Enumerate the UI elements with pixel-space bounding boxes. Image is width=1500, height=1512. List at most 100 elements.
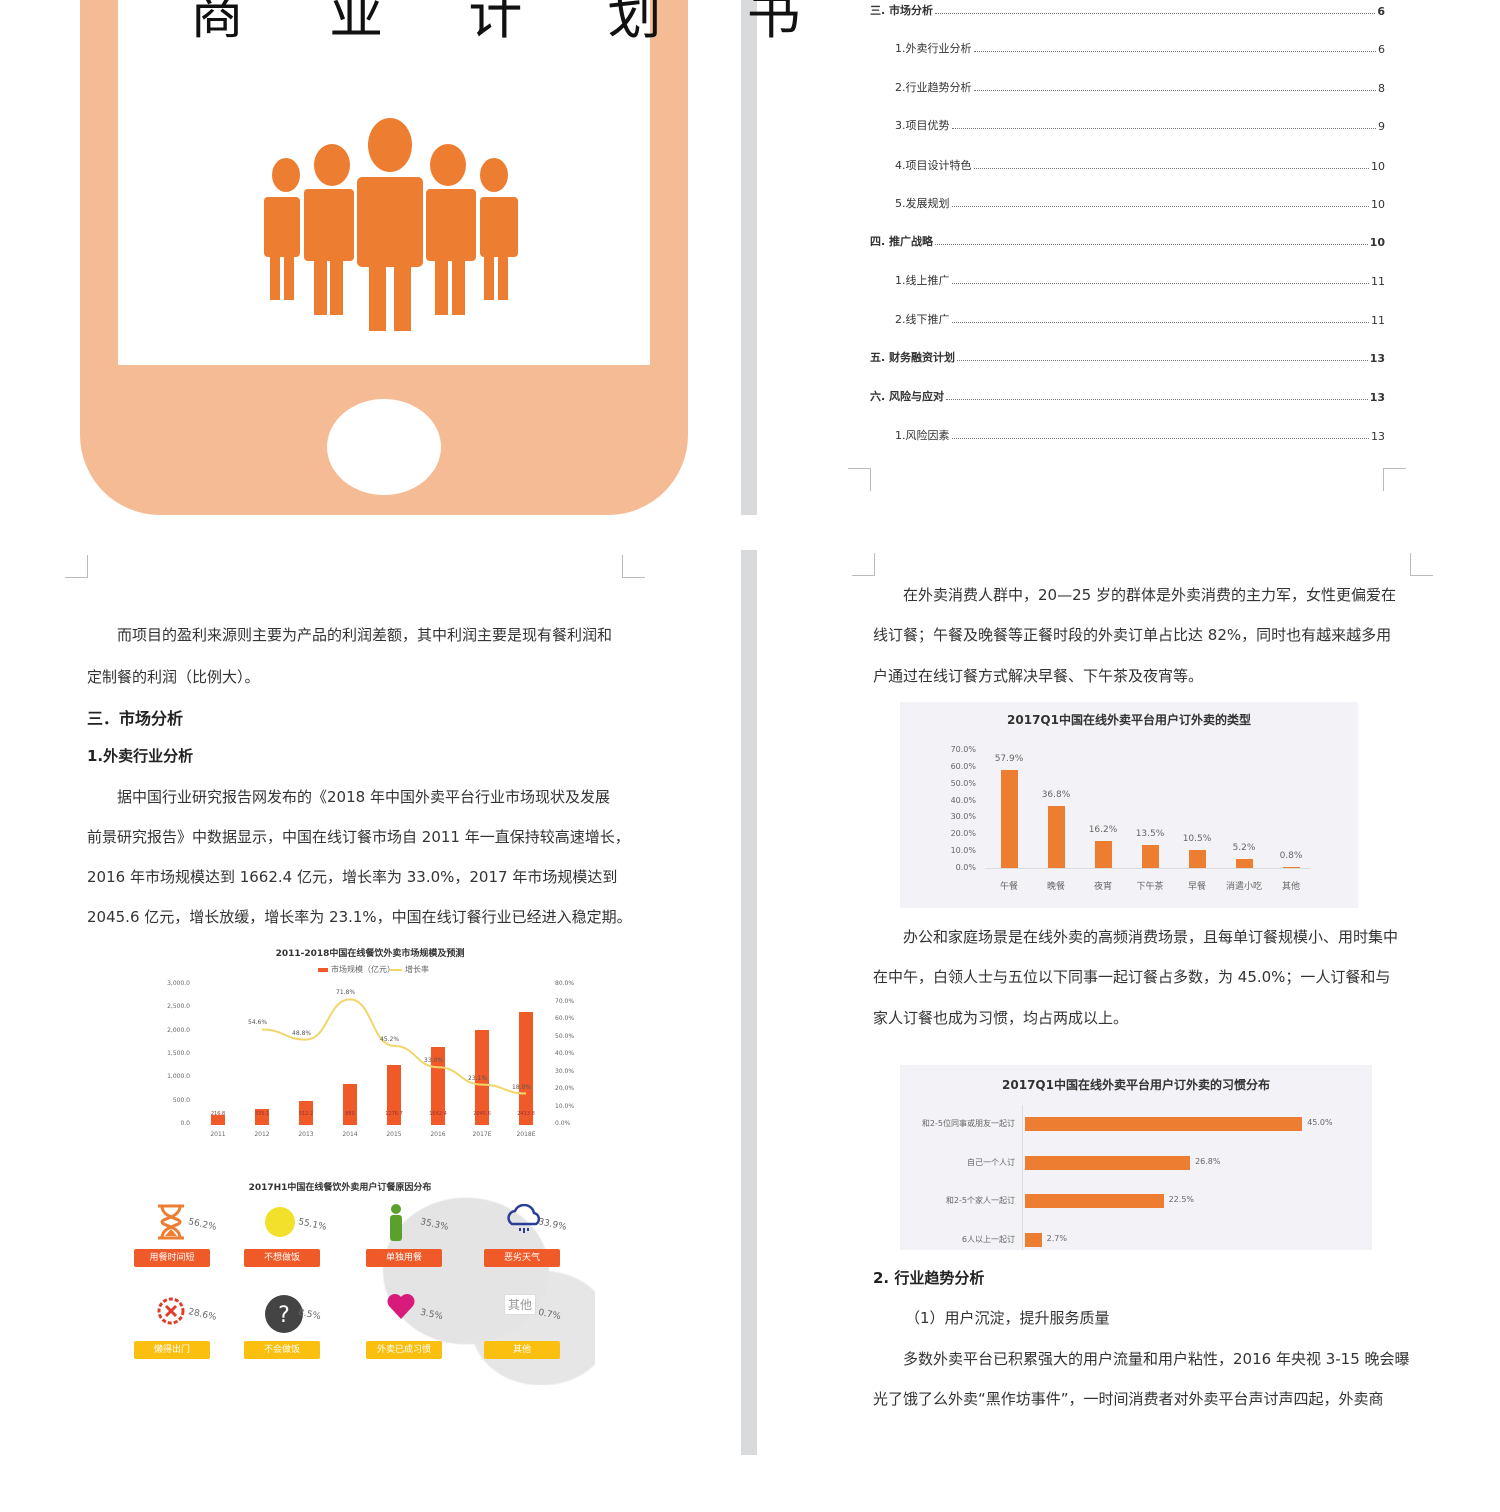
- toc-leader: [946, 399, 1368, 400]
- corner-mark: [65, 555, 88, 578]
- toc-entry[interactable]: 1.线上推广 11: [895, 272, 1385, 288]
- subsection-heading: 2. 行业趋势分析: [873, 1269, 985, 1287]
- toc-leader: [973, 51, 1376, 52]
- item-value: 28.6%: [187, 1307, 218, 1323]
- toc-entry-page: 6: [1377, 5, 1385, 18]
- svg-text:?: ?: [278, 1303, 290, 1328]
- item-value: 56.2%: [187, 1217, 218, 1233]
- body-text-line: 据中国行业研究报告网发布的《2018 年中国外卖平台行业市场现状及发展: [87, 788, 610, 806]
- toc-entry-page: 11: [1371, 275, 1385, 288]
- legend-swatch-bar: [318, 968, 328, 972]
- toc-entry-label: 1.外卖行业分析: [895, 42, 972, 55]
- x-tick: 2015: [386, 1131, 402, 1138]
- toc-leader: [951, 206, 1369, 207]
- y-axis-line: [1022, 1105, 1023, 1250]
- data-label: 36.8%: [1041, 789, 1071, 800]
- toc-entry[interactable]: 五. 财务融资计划 13: [870, 349, 1385, 365]
- chart-title: 2011-2018中国在线餐饮外卖市场规模及预测: [275, 949, 465, 959]
- toc-entry-page: 13: [1369, 391, 1385, 404]
- bar: [1001, 770, 1018, 868]
- y-right-tick: 20.0%: [555, 1085, 575, 1092]
- toc-entry[interactable]: 5.发展规划 10: [895, 195, 1385, 211]
- y-right-tick: 30.0%: [555, 1067, 575, 1075]
- y-right-tick: 40.0%: [555, 1050, 575, 1057]
- bar-value-label: 880: [345, 1111, 355, 1117]
- body-text-line: 定制餐的利润（比例大）。: [87, 668, 260, 686]
- bar: [1025, 1156, 1191, 1170]
- bar: [475, 1029, 489, 1125]
- toc-entry[interactable]: 3.项目优势 9: [895, 117, 1385, 133]
- bar: [1236, 859, 1253, 868]
- person-icon: [386, 1204, 406, 1246]
- x-tick: 2018E: [516, 1131, 536, 1138]
- item-label: 不会做饭: [244, 1341, 320, 1359]
- x-tick: 午餐: [999, 882, 1018, 892]
- hourglass-icon: [154, 1204, 188, 1244]
- toc-entry-label: 五. 财务融资计划: [870, 351, 956, 364]
- body-text-line: 线订餐；午餐及晚餐等正餐时段的外卖订单占比达 82%，同时也有越来越多用: [873, 626, 1392, 644]
- cover-title: 商 业 计 划 书: [190, 0, 835, 46]
- toc-entry-page: 10: [1371, 160, 1385, 173]
- toc-entry[interactable]: 2.线下推广 11: [895, 311, 1385, 327]
- x-tick: 消遣小吃: [1225, 882, 1262, 892]
- y-right-tick: 50.0%: [555, 1032, 575, 1040]
- item-label: 其他: [484, 1341, 560, 1359]
- toc-leader: [935, 244, 1368, 245]
- body-text-line: 2016 年市场规模达到 1662.4 亿元，增长率为 33.0%，2017 年…: [87, 868, 618, 886]
- toc-entry-label: 三. 市场分析: [870, 4, 934, 17]
- toc-entry-page: 11: [1371, 314, 1385, 327]
- question-icon: ?: [264, 1294, 304, 1338]
- toc-entry-page: 8: [1378, 82, 1385, 95]
- data-label: 16.2%: [1088, 824, 1118, 835]
- data-label: 0.8%: [1279, 850, 1303, 861]
- chart-title: 2017Q1中国在线外卖平台用户订外卖的类型: [1007, 713, 1251, 727]
- toc-entry-page: 13: [1371, 430, 1385, 443]
- toc-entry-label: 1.线上推广: [895, 274, 950, 287]
- toc-entry[interactable]: 六. 风险与应对 13: [870, 388, 1385, 404]
- y-tick: 10.0%: [950, 846, 976, 856]
- y-right-tick: 70.0%: [555, 997, 575, 1005]
- bar: [211, 1114, 225, 1125]
- bar: [343, 1083, 357, 1125]
- toc-leader: [951, 128, 1376, 129]
- y-tick: 70.0%: [950, 745, 976, 754]
- x-tick: 夜宵: [1093, 882, 1112, 892]
- data-label: 5.2%: [1232, 843, 1256, 854]
- gear-x-icon: [154, 1294, 188, 1332]
- bar-value-label: 216.8: [210, 1111, 226, 1117]
- item-label: 恶劣天气: [484, 1249, 560, 1267]
- toc-entry[interactable]: 1.风险因素 13: [895, 427, 1385, 443]
- y-tick: 20.0%: [950, 829, 976, 839]
- toc-entry[interactable]: 三. 市场分析 6: [870, 2, 1385, 18]
- toc-entry-label: 六. 风险与应对: [870, 390, 945, 403]
- data-label: 45.0%: [1307, 1118, 1333, 1127]
- y-tick: 自己一个人订: [967, 1158, 1015, 1167]
- bar: [1025, 1117, 1303, 1131]
- toc-entry[interactable]: 4.项目设计特色 10: [895, 157, 1385, 173]
- x-tick: 其他: [1281, 882, 1300, 892]
- y-left-tick: 0.0: [180, 1120, 190, 1127]
- y-left-tick: 1,500.0: [167, 1050, 190, 1057]
- data-label: 57.9%: [994, 754, 1024, 765]
- sun-face-icon: [264, 1204, 300, 1244]
- x-tick: 2014: [342, 1131, 358, 1138]
- toc-entry-page: 6: [1378, 43, 1385, 56]
- y-tick: 60.0%: [950, 761, 976, 771]
- bar-value-label: 2413.8: [517, 1111, 535, 1117]
- toc-entry[interactable]: 四. 推广战略 10: [870, 233, 1385, 249]
- bar-value-label: 2045.6: [473, 1111, 491, 1117]
- y-left-tick: 2,000.0: [167, 1026, 190, 1034]
- data-label: 26.8%: [1195, 1157, 1221, 1166]
- toc-leader: [973, 90, 1376, 91]
- heart-icon: [386, 1294, 416, 1324]
- x-tick: 2012: [254, 1131, 270, 1138]
- item-label: 用餐时间短: [134, 1249, 210, 1267]
- toc-leader: [951, 438, 1369, 439]
- toc-entry[interactable]: 2.行业趋势分析 8: [895, 79, 1385, 95]
- y-left-tick: 1,000.0: [167, 1073, 190, 1081]
- legend-swatch-line: [390, 969, 402, 971]
- legend-label: 市场规模（亿元）: [331, 965, 395, 974]
- subsection-heading: 1.外卖行业分析: [87, 747, 194, 765]
- toc-entry[interactable]: 1.外卖行业分析 6: [895, 40, 1385, 56]
- toc-leader: [951, 283, 1369, 284]
